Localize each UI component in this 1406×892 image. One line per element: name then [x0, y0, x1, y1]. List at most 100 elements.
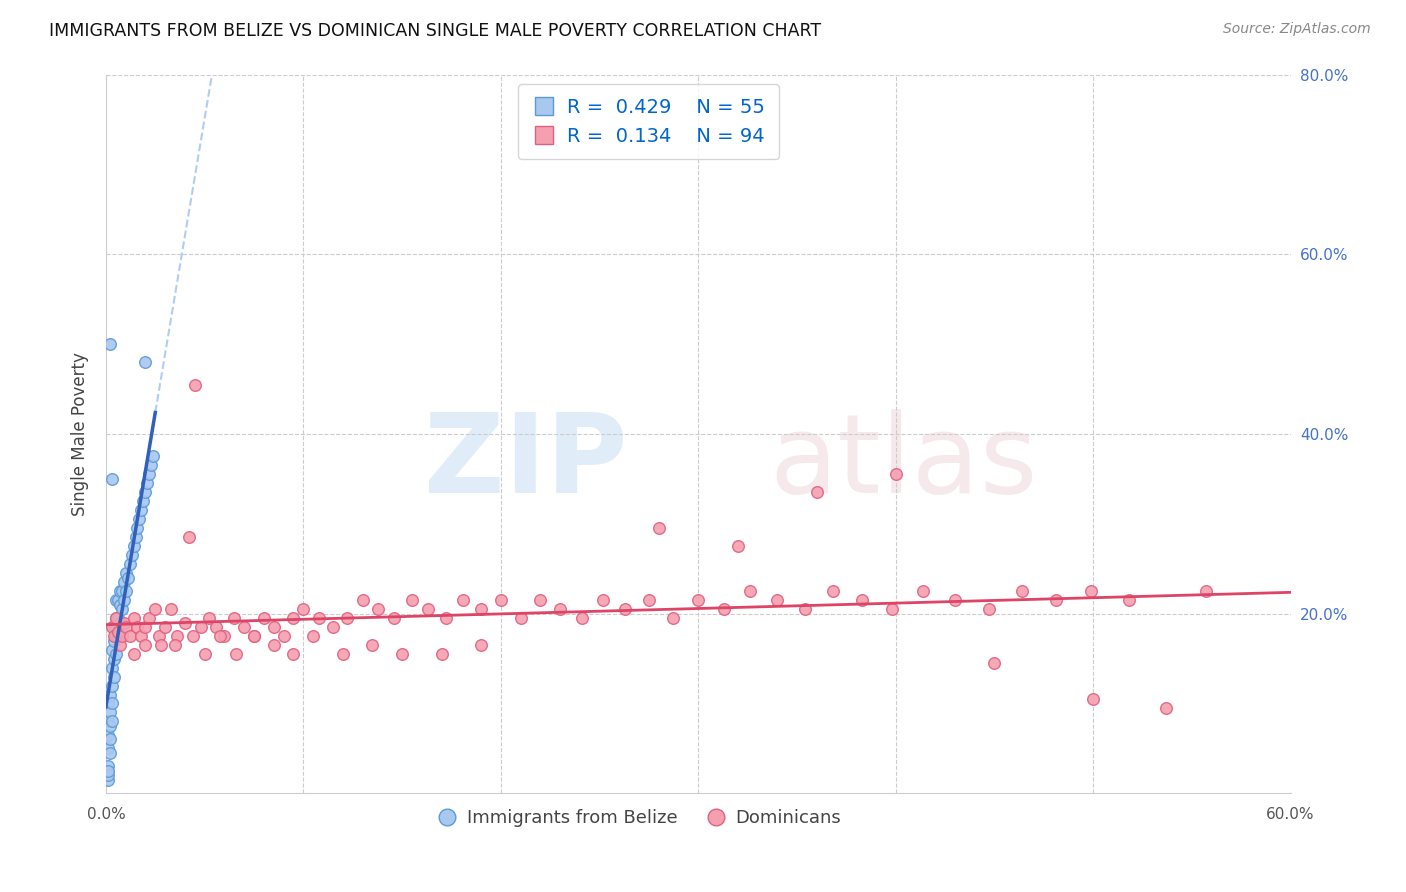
Point: [97, 697, 120, 711]
Point: [118, 629, 141, 643]
Point: [127, 521, 149, 535]
Point: [614, 602, 637, 616]
Text: ZIP: ZIP: [423, 409, 627, 516]
Point: [233, 620, 256, 634]
Point: [163, 638, 186, 652]
Point: [114, 620, 136, 634]
Point: [121, 548, 143, 562]
Point: [263, 638, 285, 652]
Point: [253, 611, 276, 625]
Point: [173, 615, 195, 630]
Point: [132, 494, 155, 508]
Point: [153, 620, 176, 634]
Point: [713, 602, 735, 616]
Point: [382, 611, 405, 625]
Point: [489, 593, 512, 607]
Point: [136, 476, 159, 491]
Point: [134, 620, 156, 634]
Y-axis label: Single Male Poverty: Single Male Poverty: [72, 352, 89, 516]
Point: [190, 620, 212, 634]
Point: [104, 593, 127, 607]
Point: [108, 615, 131, 630]
Point: [101, 679, 124, 693]
Point: [122, 647, 145, 661]
Point: [107, 624, 129, 639]
Point: [225, 647, 247, 661]
Point: [302, 629, 325, 643]
Point: [111, 584, 134, 599]
Point: [107, 611, 129, 625]
Point: [263, 620, 285, 634]
Point: [243, 629, 266, 643]
Point: [101, 660, 124, 674]
Point: [104, 629, 127, 643]
Text: Source: ZipAtlas.com: Source: ZipAtlas.com: [1223, 22, 1371, 37]
Point: [160, 602, 183, 616]
Point: [101, 714, 124, 729]
Point: [367, 602, 389, 616]
Point: [103, 633, 125, 648]
Point: [912, 584, 935, 599]
Point: [1081, 692, 1104, 706]
Point: [138, 467, 160, 482]
Point: [103, 629, 125, 643]
Point: [273, 629, 295, 643]
Point: [292, 602, 315, 616]
Point: [793, 602, 815, 616]
Point: [509, 611, 531, 625]
Point: [107, 629, 129, 643]
Point: [529, 593, 551, 607]
Point: [101, 642, 124, 657]
Point: [738, 584, 761, 599]
Point: [1195, 584, 1218, 599]
Point: [470, 602, 492, 616]
Point: [97, 759, 120, 773]
Point: [880, 602, 903, 616]
Point: [97, 728, 120, 742]
Point: [661, 611, 683, 625]
Point: [166, 629, 188, 643]
Point: [766, 593, 789, 607]
Point: [124, 530, 146, 544]
Point: [112, 575, 135, 590]
Point: [103, 620, 125, 634]
Point: [101, 620, 124, 634]
Point: [111, 602, 134, 616]
Point: [1118, 593, 1140, 607]
Point: [727, 539, 749, 553]
Point: [104, 647, 127, 661]
Point: [977, 602, 1000, 616]
Point: [104, 611, 127, 625]
Point: [592, 593, 614, 607]
Point: [98, 706, 121, 720]
Point: [98, 732, 121, 747]
Point: [97, 764, 120, 778]
Point: [143, 602, 166, 616]
Point: [336, 611, 359, 625]
Point: [98, 746, 121, 760]
Point: [122, 539, 145, 553]
Point: [107, 593, 129, 607]
Text: IMMIGRANTS FROM BELIZE VS DOMINICAN SINGLE MALE POVERTY CORRELATION CHART: IMMIGRANTS FROM BELIZE VS DOMINICAN SING…: [49, 22, 821, 40]
Point: [131, 503, 153, 517]
Point: [97, 714, 120, 729]
Point: [283, 611, 305, 625]
Point: [1080, 584, 1102, 599]
Point: [150, 638, 173, 652]
Point: [134, 638, 156, 652]
Point: [209, 629, 232, 643]
Point: [127, 620, 149, 634]
Point: [205, 620, 228, 634]
Point: [851, 593, 873, 607]
Point: [98, 719, 121, 733]
Point: [983, 656, 1005, 670]
Point: [361, 638, 384, 652]
Point: [134, 485, 156, 500]
Point: [98, 688, 121, 702]
Point: [101, 472, 124, 486]
Point: [430, 647, 453, 661]
Point: [114, 584, 136, 599]
Point: [243, 629, 266, 643]
Point: [122, 611, 145, 625]
Point: [806, 485, 828, 500]
